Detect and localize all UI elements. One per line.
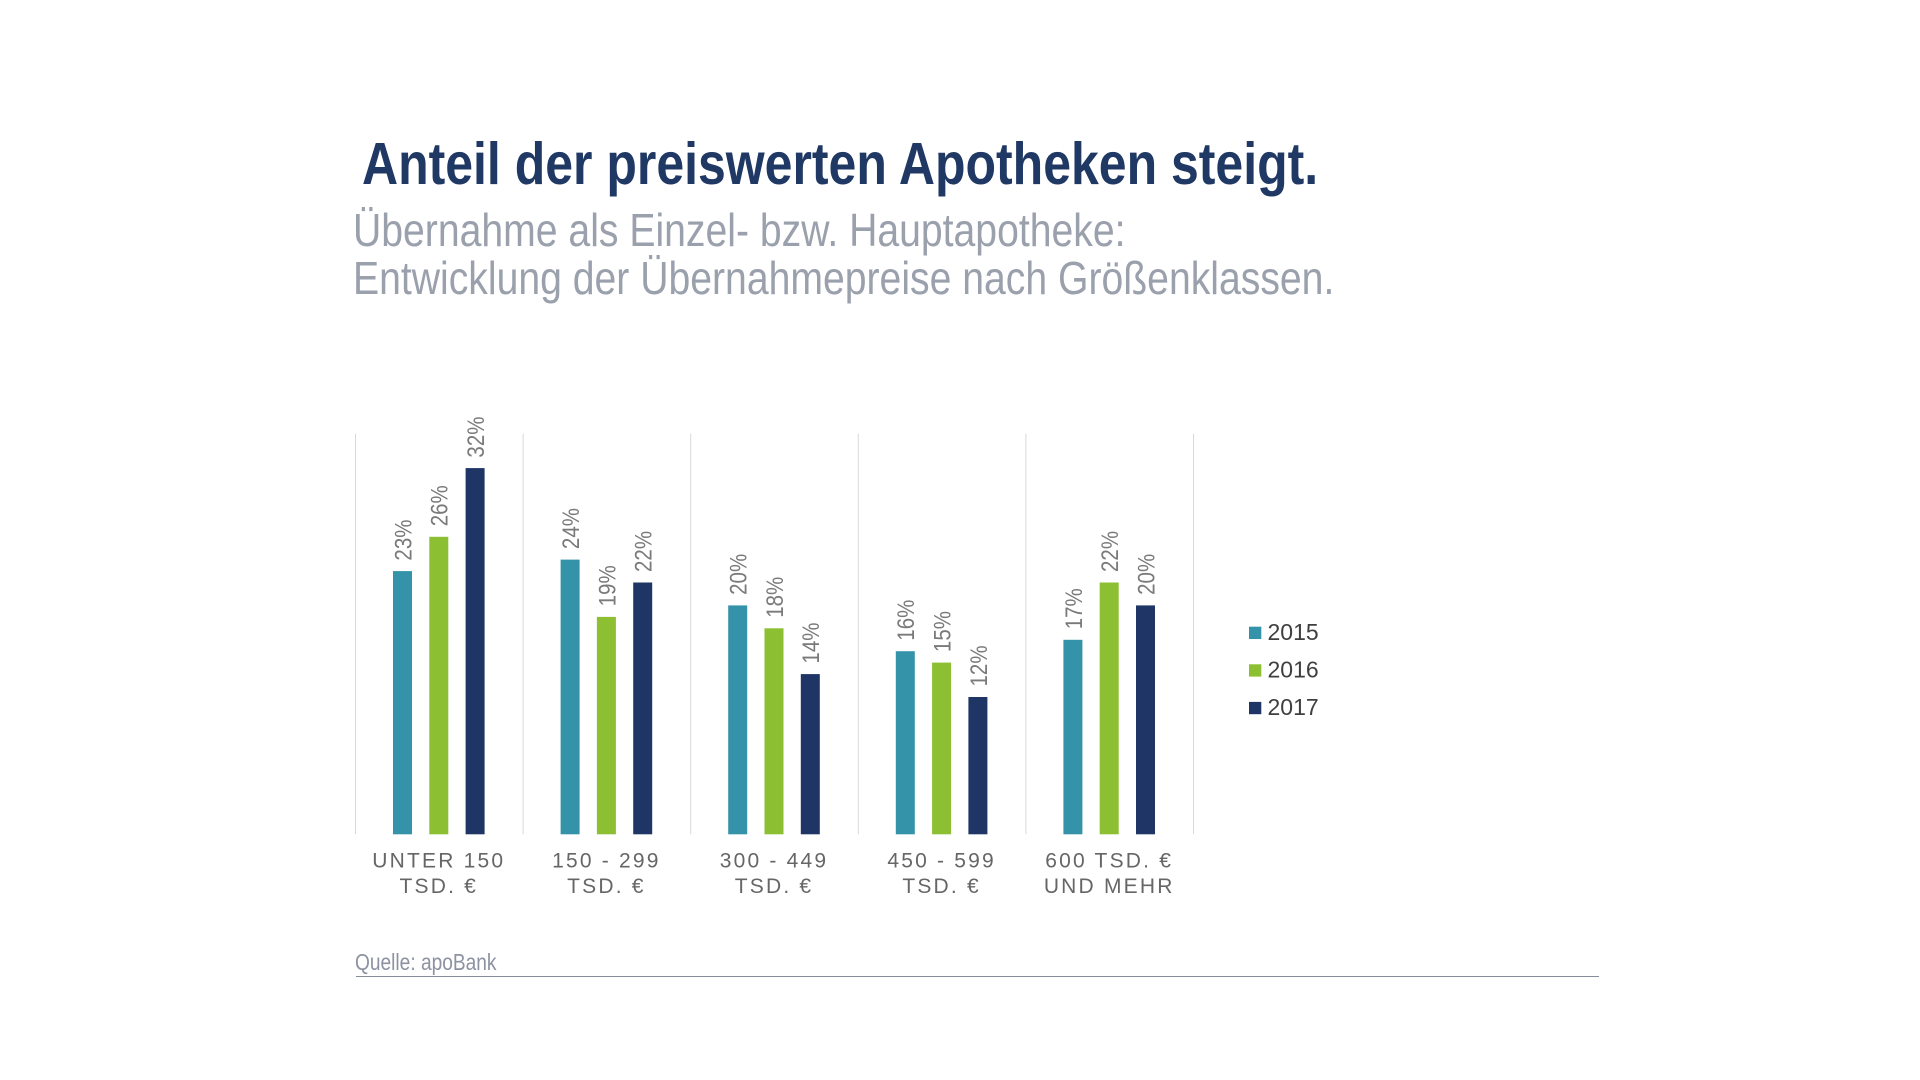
svg-text:22%: 22% <box>1097 531 1124 572</box>
svg-text:22%: 22% <box>630 531 657 572</box>
svg-text:2016: 2016 <box>1268 657 1319 683</box>
svg-text:300 - 449: 300 - 449 <box>720 850 829 873</box>
svg-text:20%: 20% <box>725 554 752 595</box>
svg-text:2017: 2017 <box>1268 694 1319 720</box>
svg-text:450 - 599: 450 - 599 <box>887 850 996 873</box>
svg-text:23%: 23% <box>390 519 417 560</box>
svg-text:2015: 2015 <box>1268 619 1319 645</box>
svg-text:20%: 20% <box>1133 554 1160 595</box>
svg-text:14%: 14% <box>798 622 825 663</box>
svg-text:15%: 15% <box>929 611 956 652</box>
svg-text:24%: 24% <box>558 508 585 549</box>
svg-text:150 - 299: 150 - 299 <box>552 850 661 873</box>
svg-text:UND MEHR: UND MEHR <box>1044 875 1175 898</box>
svg-text:17%: 17% <box>1060 588 1087 629</box>
svg-text:19%: 19% <box>594 565 621 606</box>
svg-text:12%: 12% <box>965 645 992 686</box>
svg-text:TSD. €: TSD. € <box>735 875 814 898</box>
svg-text:TSD. €: TSD. € <box>400 875 479 898</box>
svg-text:600 TSD. €: 600 TSD. € <box>1045 850 1173 873</box>
svg-text:32%: 32% <box>463 416 490 457</box>
svg-text:UNTER 150: UNTER 150 <box>372 850 505 873</box>
svg-text:TSD. €: TSD. € <box>567 875 646 898</box>
svg-text:18%: 18% <box>761 577 788 618</box>
svg-text:TSD. €: TSD. € <box>902 875 981 898</box>
svg-text:26%: 26% <box>426 485 453 526</box>
svg-text:16%: 16% <box>893 599 920 640</box>
